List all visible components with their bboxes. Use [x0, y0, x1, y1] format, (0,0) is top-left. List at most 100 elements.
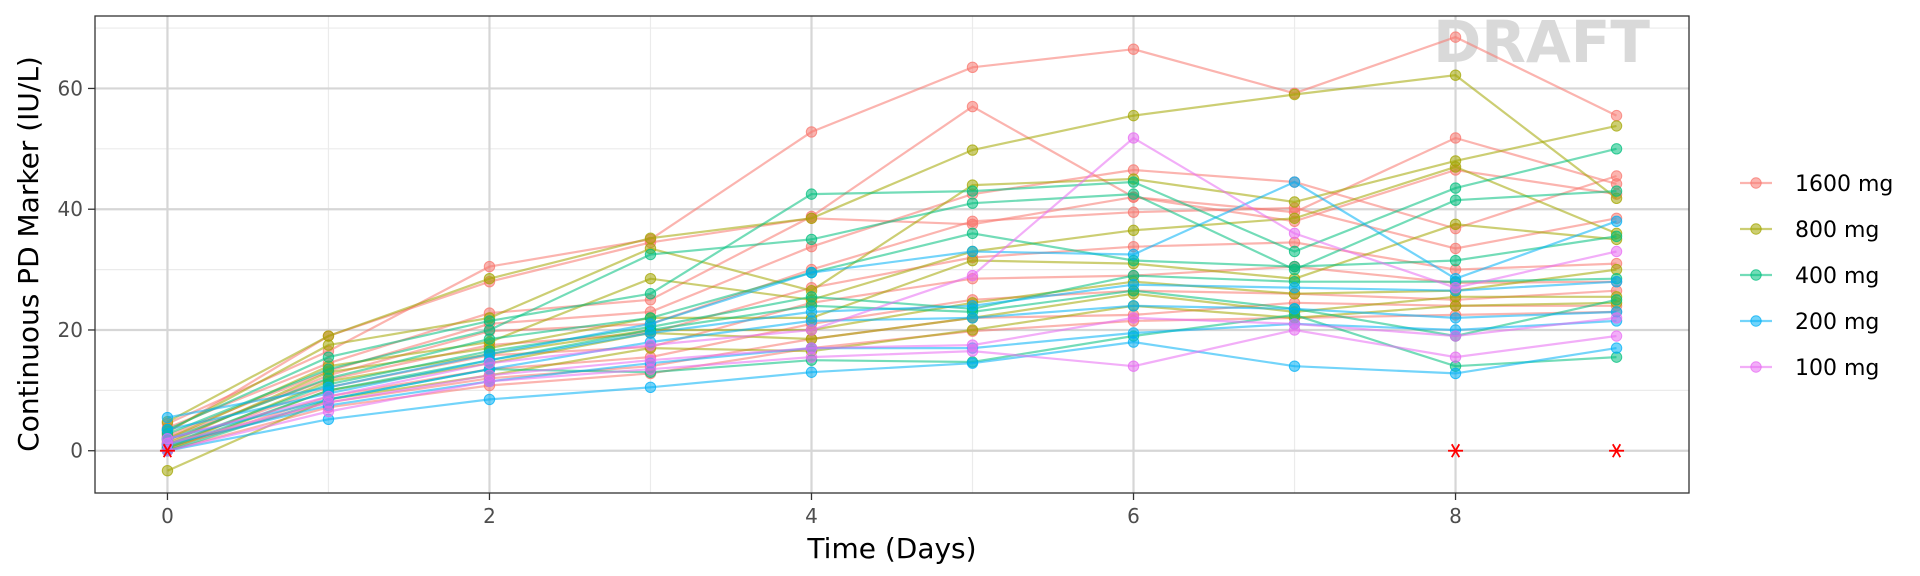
- series-line: [167, 232, 1617, 441]
- series-800-mg-subject-11: [161, 69, 1623, 428]
- data-point: [1449, 194, 1462, 206]
- data-point: [1127, 43, 1140, 55]
- data-point: [483, 393, 496, 406]
- data-point: [644, 232, 657, 244]
- data-point: [1449, 161, 1462, 173]
- data-point: [1610, 312, 1623, 324]
- data-point: [322, 405, 335, 418]
- data-point: [1449, 312, 1462, 324]
- data-point: [1288, 212, 1301, 224]
- x-tick-label: 4: [805, 504, 818, 528]
- data-point: [1449, 282, 1462, 294]
- legend-key-point: [1750, 223, 1762, 235]
- data-point: [1610, 120, 1623, 132]
- series-line: [167, 165, 1617, 440]
- series-100-mg-subject-31: [161, 324, 1623, 457]
- data-point: [1127, 206, 1140, 218]
- data-point: [1449, 69, 1462, 81]
- data-point: [966, 197, 979, 209]
- series-line: [167, 289, 1617, 450]
- data-point: [1127, 176, 1140, 188]
- data-point: [1288, 360, 1301, 372]
- series-line: [167, 316, 1617, 445]
- y-tick-label: 0: [70, 439, 83, 463]
- data-point: [805, 351, 818, 363]
- data-point: [644, 288, 657, 300]
- data-point: [1610, 245, 1623, 258]
- data-point: [805, 266, 818, 279]
- data-point: [1288, 303, 1301, 315]
- legend-label: 100 mg: [1795, 356, 1879, 381]
- data-point: [1449, 242, 1462, 255]
- data-point: [966, 269, 979, 282]
- x-axis: 0 2 4 6 8: [161, 493, 1462, 528]
- data-point: [483, 260, 496, 273]
- legend-item-1600-mg: 1600 mg: [1740, 172, 1893, 197]
- series-line: [167, 241, 1617, 439]
- data-point: [1127, 360, 1140, 372]
- plot-panel-background: [95, 16, 1689, 493]
- data-point: [161, 464, 174, 477]
- data-point: [1610, 143, 1623, 155]
- data-point: [1449, 330, 1462, 342]
- data-point: [1288, 245, 1301, 258]
- major-gridlines: [95, 16, 1689, 493]
- watermark: DRAFT: [1433, 8, 1650, 76]
- legend-item-800-mg: 800 mg: [1740, 218, 1879, 243]
- data-point: [1288, 324, 1301, 336]
- data-point: [1610, 230, 1623, 243]
- censored-marker: [1609, 443, 1625, 458]
- data-point: [805, 212, 818, 224]
- data-point: [1449, 367, 1462, 380]
- data-point: [966, 100, 979, 113]
- series-line: [167, 223, 1617, 445]
- data-point: [483, 375, 496, 387]
- data-point: [1610, 342, 1623, 354]
- data-point: [805, 188, 818, 200]
- data-point: [483, 333, 496, 345]
- data-point: [1610, 185, 1623, 197]
- series-line: [167, 340, 1617, 452]
- series-line: [167, 304, 1617, 440]
- data-point: [1288, 282, 1301, 294]
- x-tick-label: 8: [1449, 504, 1462, 528]
- data-point: [1610, 215, 1623, 227]
- data-point: [966, 227, 979, 240]
- y-tick-label: 20: [58, 318, 83, 342]
- data-point: [1449, 132, 1462, 144]
- data-point: [644, 363, 657, 375]
- data-point: [1449, 254, 1462, 267]
- data-point: [966, 144, 979, 156]
- censored-marker: [159, 443, 175, 458]
- data-point: [966, 61, 979, 74]
- data-point: [1127, 188, 1140, 200]
- series-line: [167, 328, 1617, 452]
- y-tick-label: 40: [58, 197, 83, 221]
- series-layer: [161, 31, 1623, 477]
- x-tick-label: 0: [161, 504, 174, 528]
- data-point: [644, 272, 657, 285]
- data-point: [1288, 196, 1301, 208]
- data-point: [1127, 248, 1140, 261]
- legend-key-point: [1750, 361, 1762, 373]
- legend-label: 800 mg: [1795, 218, 1879, 243]
- data-point: [966, 185, 979, 197]
- data-point: [322, 339, 335, 351]
- series-400-mg-subject-19: [161, 185, 1623, 440]
- series-line: [167, 147, 1617, 431]
- data-point: [1127, 300, 1140, 312]
- data-point: [1449, 300, 1462, 312]
- legend-key-point: [1750, 269, 1762, 281]
- data-point: [805, 366, 818, 378]
- data-point: [966, 345, 979, 357]
- legend-item-100-mg: 100 mg: [1740, 356, 1879, 381]
- plot-panel-border: [94, 15, 1690, 494]
- legend-label: 200 mg: [1795, 310, 1879, 335]
- y-axis-title: Continuous PD Marker (IU/L): [12, 56, 45, 452]
- data-point: [1127, 336, 1140, 348]
- data-point: [1127, 312, 1140, 324]
- data-point: [1288, 176, 1301, 188]
- data-point: [1449, 182, 1462, 194]
- legend: 1600 mg 800 mg 400 mg 200 mg 100 mg: [1740, 172, 1893, 381]
